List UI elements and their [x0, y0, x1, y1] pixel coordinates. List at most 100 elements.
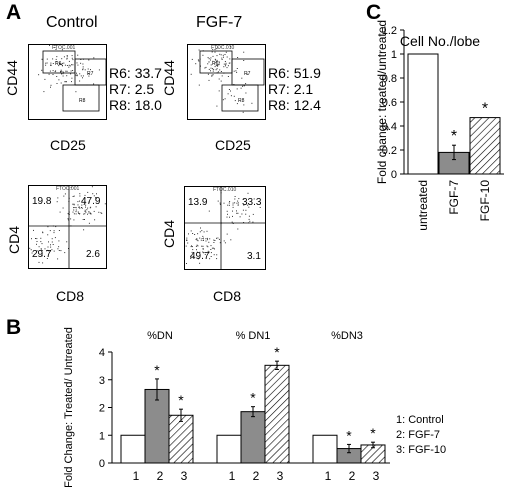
chart-b-bar-0-2: [168, 414, 194, 464]
panel-c-chart: Cell No./lobe Fold change: treated/untrea…: [375, 20, 504, 231]
chart-b-sig-1-2: *: [274, 344, 280, 360]
chart-c-ytick-label-6: 1.2: [382, 25, 397, 37]
fgf7-r8-value: 12.4: [293, 97, 321, 113]
gate-r6-name: R6: [109, 65, 127, 81]
fgf7-cd4-label: CD4: [161, 219, 178, 249]
chart-c-ylabel: Fold change: treated/untreated: [375, 20, 389, 184]
control-q-ll: 29.7: [32, 249, 52, 260]
control-cd4-label: CD4: [6, 225, 23, 255]
chart-b-sig-0-2: *: [178, 392, 184, 408]
chart-b-ytick-label-4: 4: [99, 347, 105, 359]
control-top-plot-id: FTOC.001: [52, 45, 76, 51]
chart-c-sig-2: *: [482, 101, 488, 118]
panel-b-legend: 1: Control 2: FGF-7 3: FGF-10: [396, 413, 446, 458]
control-cd44-label: CD44: [3, 60, 20, 96]
fgf7-r7-value: 2.1: [293, 81, 314, 97]
fgf7-q-lr: 3.1: [247, 251, 261, 262]
control-bottom-scatter: [29, 186, 106, 268]
chart-b-sig-2-1: *: [346, 427, 352, 443]
panel-a-letter: A: [6, 1, 22, 24]
fgf7-r6-value: 51.9: [293, 65, 321, 81]
chart-b-xlabel-2-2: 3: [373, 469, 380, 483]
fgf7-cd44-cd25-plot: R6 R7 R8: [187, 44, 266, 120]
gate-r7-name: R7: [109, 81, 127, 97]
chart-b-bar-0-1: [144, 388, 170, 464]
chart-b-ylabel: Fold Change: Treated/ Untreated: [63, 327, 75, 488]
chart-b-xlabel-0-0: 1: [133, 469, 140, 483]
fgf7-q-ul: 13.9: [188, 197, 208, 208]
control-cd44-cd25-plot: R6 R7 R8: [28, 44, 107, 120]
fgf7-cd25-label: CD25: [215, 137, 251, 153]
chart-b-bar-1-2: [264, 364, 290, 464]
control-top-scatter: R6 R7 R8: [38, 45, 106, 112]
fgf7-gate-r7-label: R7: [244, 71, 251, 77]
chart-c-title: Cell No./lobe: [400, 33, 480, 49]
fgf7-q-ur: 33.3: [242, 197, 262, 208]
chart-b-xlabel-1-2: 3: [277, 469, 284, 483]
control-q-lr: 2.6: [86, 249, 100, 260]
gate-r7-label: R7: [87, 71, 94, 77]
panel-b-letter: B: [6, 316, 22, 339]
chart-b-ytick-label-2: 2: [99, 403, 105, 415]
chart-b-xlabel-1-1: 2: [253, 469, 260, 483]
chart-c-sig-1: *: [451, 128, 457, 145]
control-cd4-cd8-plot: 19.8 47.9 29.7 2.6: [28, 185, 107, 269]
control-q-ur: 47.9: [81, 196, 101, 207]
control-q-ul: 19.8: [32, 196, 52, 207]
legend-item-3: 3: FGF-10: [396, 444, 447, 456]
control-cd8-label: CD8: [56, 288, 85, 304]
fgf7-r7-name: R7: [268, 81, 286, 97]
gate-r6-value: 33.7: [134, 65, 162, 81]
gate-r7-value: 2.5: [134, 81, 155, 97]
fgf7-gate-r8-label: R8: [238, 98, 245, 104]
chart-b-xlabel-2-1: 2: [349, 469, 356, 483]
chart-c-xlabel-2: FGF-10: [478, 180, 492, 222]
gate-r8: [62, 84, 100, 112]
fgf7-cd4-cd8-plot: 13.9 33.3 49.7 3.1: [184, 186, 266, 270]
chart-b-xlabel-0-2: 3: [181, 469, 188, 483]
chart-b-ytick-label-0: 0: [99, 458, 105, 470]
legend-item-1: 1: Control: [396, 414, 444, 426]
chart-b-group-title-1: % DN1: [236, 330, 271, 342]
fgf7-q-ll: 49.7: [190, 251, 210, 262]
gate-r8-value: 18.0: [134, 97, 162, 113]
chart-b-sig-1-1: *: [250, 390, 256, 406]
chart-c-xlabel-0: untreated: [416, 180, 430, 231]
chart-b-group-title-2: %DN3: [331, 330, 363, 342]
chart-b-xlabel-0-1: 2: [157, 469, 164, 483]
fgf7-top-scatter: R6 R7 R8: [190, 45, 265, 113]
gate-r8-label: R8: [79, 98, 86, 104]
fgf7-cd8-label: CD8: [213, 288, 242, 304]
chart-b-xlabel-1-0: 1: [229, 469, 236, 483]
chart-b-bar-1-0: [216, 434, 242, 464]
chart-b-xlabel-2-0: 1: [325, 469, 332, 483]
fgf7-bottom-plot-id: FTOC.010: [213, 187, 237, 193]
panel-b-chart: Fold Change: Treated/ Untreated 0 1 2 3 4 %DN 1…: [63, 327, 390, 488]
panel-c-letter: C: [366, 1, 382, 24]
control-title: Control: [46, 14, 98, 31]
chart-b-ytick-label-1: 1: [99, 430, 105, 442]
chart-c-bar-2: [469, 117, 501, 175]
fgf7-bottom-scatter: [185, 187, 265, 269]
chart-c-ytick-label-0: 0: [391, 169, 397, 181]
chart-b-ytick-label-3: 3: [99, 375, 105, 387]
chart-c-bar-0: [407, 53, 439, 175]
gate-r6-label: R6: [55, 61, 62, 67]
chart-c-xlabel-1: FGF-7: [447, 180, 461, 215]
chart-b-sig-2-2: *: [370, 425, 376, 441]
fgf7-gate-r6-label: R6: [212, 61, 219, 67]
chart-c-ytick-label-2: 0.4: [382, 121, 397, 133]
control-gate-stats: R6: 33.7 R7: 2.5 R8: 18.0: [109, 65, 162, 113]
fgf7-r6-name: R6: [268, 65, 286, 81]
fgf7-gate-stats: R6: 51.9 R7: 2.1 R8: 12.4: [268, 65, 321, 113]
chart-b-bar-1-1: [240, 411, 266, 464]
chart-b-bar-2-0: [312, 434, 338, 464]
fgf7-r8-name: R8: [268, 97, 286, 113]
fgf7-cd44-label: CD44: [160, 60, 177, 96]
chart-c-ytick-label-1: 0.2: [382, 145, 397, 157]
chart-b-sig-0-1: *: [154, 362, 160, 378]
fgf7-title: FGF-7: [196, 14, 243, 31]
chart-b-group-title-0: %DN: [147, 330, 173, 342]
control-bottom-plot-id: FTOC.001: [56, 186, 80, 192]
chart-b-bar-0-0: [120, 434, 146, 464]
